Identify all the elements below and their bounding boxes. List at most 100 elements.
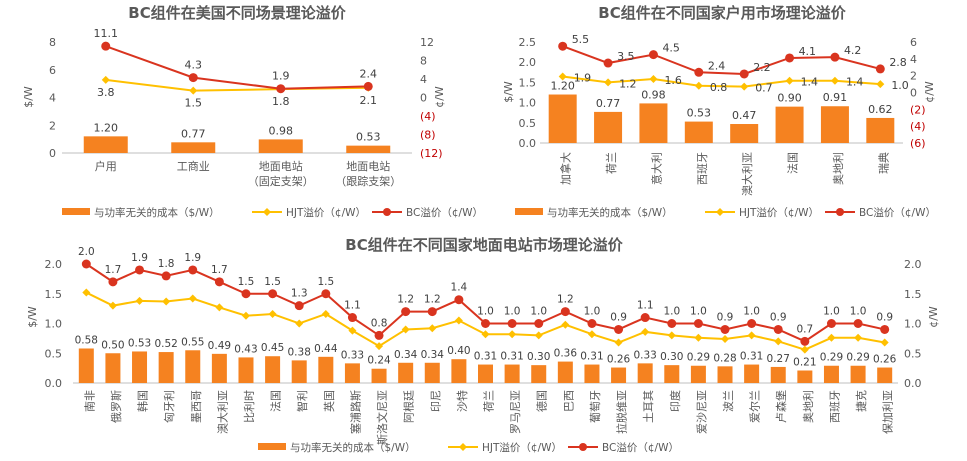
c0-hjt-label: 3.8 [97, 86, 115, 99]
c2-bc-point [374, 330, 384, 340]
c1-cost-bar [548, 94, 577, 143]
c1-cost-bar-label: 0.53 [687, 107, 712, 120]
c2-hjt-point [561, 320, 570, 329]
c2-cost-bar-label: 0.34 [421, 349, 445, 361]
c2-category-label: 荷兰 [483, 390, 496, 412]
c1-y-tick-label: 2.5 [519, 36, 537, 49]
c2-legend-bc-marker [579, 443, 587, 451]
c2-category-label: 匈牙利 [162, 390, 176, 423]
c2-bc-label: 1.9 [131, 252, 148, 264]
c2-category-label: 塞浦路斯 [348, 390, 362, 434]
c2-category-label: 奥地利 [801, 390, 815, 423]
c1-hjt-point [876, 80, 885, 89]
c1-bc-label: 4.1 [799, 45, 817, 58]
c2-y2-tick-label: 1.5 [904, 288, 922, 301]
c2-bc-label: 1.7 [105, 264, 122, 276]
c2-category-label: 沙特 [455, 390, 469, 412]
c0-y2-tick-label: 12 [420, 36, 434, 49]
c2-bc-label: 1.0 [690, 306, 707, 318]
c2-hjt-point [854, 333, 863, 342]
c1-legend-hjt-label: HJT溢价（¢/W） [739, 206, 819, 219]
c2-category-label: 波兰 [722, 390, 735, 412]
c2-cost-bar [398, 362, 414, 383]
c0-bc-point [276, 84, 286, 94]
c2-cost-bar [690, 365, 706, 383]
c2-category-label: 德国 [535, 390, 549, 412]
c2-bc-label: 1.7 [211, 264, 228, 276]
c2-cost-bar [132, 351, 148, 383]
c1-cost-bar-label: 0.90 [777, 92, 802, 105]
c1-legend-hjt-marker [716, 208, 724, 216]
c2-bc-point [587, 319, 597, 328]
c1-category-label: 法国 [786, 152, 800, 174]
c2-bc-label: 1.0 [823, 306, 840, 318]
c2-hjt-point [587, 330, 596, 339]
c1-cost-bar [639, 103, 668, 143]
c1-y-axis-label: $/W [502, 81, 515, 103]
c2-bc-label: 1.3 [291, 288, 308, 300]
c2-category-label: 罗马尼亚 [509, 390, 522, 434]
c0-bc-label: 1.9 [272, 70, 290, 83]
c0-y2-tick-label: (12) [420, 147, 443, 160]
c0-legend-bc-marker [383, 208, 391, 216]
c2-bc-point [294, 301, 304, 311]
c2-hjt-point [428, 324, 437, 333]
c0-category-label: （固定支架） [248, 174, 314, 188]
c2-title: BC组件在不同国家地面电站市场理论溢价 [345, 236, 623, 254]
c0-cost-bar-label: 1.20 [94, 121, 119, 134]
c2-bc-point [800, 336, 810, 346]
c0-hjt-label: 2.1 [360, 94, 378, 107]
c1-category-label: 意大利 [649, 152, 663, 185]
c0-y-tick-label: 2 [49, 119, 56, 132]
c2-cost-bar [371, 368, 387, 383]
c2-bc-label: 1.8 [158, 258, 175, 270]
c2-hjt-point [108, 301, 117, 310]
c2-cost-bar-label: 0.30 [660, 351, 683, 363]
c2-category-label: 阿根廷 [402, 390, 416, 423]
c2-hjt-point [82, 288, 91, 297]
c2-hjt-point [321, 309, 330, 318]
c1-y2-tick-label: 4 [910, 53, 917, 66]
c0-bc-point [363, 81, 373, 91]
c1-y-tick-label: 1.5 [519, 76, 537, 89]
c2-bc-label: 1.1 [344, 300, 361, 312]
c2-bc-label: 1.1 [637, 300, 654, 312]
c2-bc-point [507, 319, 517, 328]
c2-cost-bar [265, 356, 281, 383]
c1-hjt-point [694, 81, 703, 90]
c2-hjt-point [747, 331, 756, 340]
c1-hjt-label: 0.7 [755, 82, 773, 95]
c2-cost-bar [504, 364, 520, 383]
c2-category-label: 西班牙 [828, 390, 841, 423]
c2-bc-point [401, 307, 411, 317]
c2-cost-bar-label: 0.36 [554, 348, 578, 360]
c0-y2-tick-label: (8) [420, 129, 436, 142]
c2-bc-point [560, 307, 570, 317]
c0-cost-bar-label: 0.98 [269, 124, 294, 137]
c2-y-tick-label: 0.0 [45, 377, 63, 390]
c1-cost-bar-label: 0.91 [823, 91, 848, 104]
c1-hjt-point [604, 78, 613, 87]
c1-bc-point [694, 67, 704, 77]
c2-cost-bar-label: 0.31 [474, 351, 497, 363]
c2-cost-bar-label: 0.24 [367, 355, 391, 367]
c2-hjt-point [454, 316, 463, 325]
c2-cost-bar-label: 0.33 [341, 349, 364, 361]
c1-hjt-point [558, 72, 567, 81]
c2-hjt-point [774, 337, 783, 346]
c2-cost-bar-label: 0.26 [607, 354, 631, 366]
c2-bc-point [720, 324, 730, 334]
c2-category-label: 保加利亚 [881, 390, 895, 434]
c0-cost-bar [346, 145, 391, 153]
c2-bc-point [108, 277, 118, 287]
c1-bc-label: 4.5 [662, 42, 680, 55]
c2-bc-label: 2.0 [78, 246, 95, 258]
c2-cost-bar [664, 365, 680, 383]
c1-hjt-label: 1.2 [619, 77, 637, 90]
c0-bc-line [105, 45, 369, 90]
c2-y2-tick-label: 1.0 [904, 318, 922, 331]
c2-bc-point [81, 259, 91, 269]
c0-category-label: 户用 [95, 159, 117, 173]
c2-bc-point [241, 289, 251, 299]
c1-hjt-label: 1.9 [574, 72, 592, 85]
